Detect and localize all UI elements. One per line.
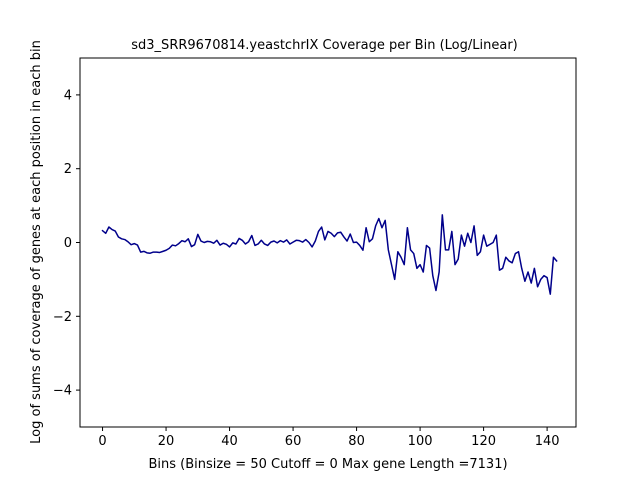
x-tick-label: 100: [408, 434, 433, 449]
y-tick-label: 0: [64, 236, 72, 251]
x-tick-label: 80: [348, 434, 365, 449]
y-axis-title: Log of sums of coverage of genes at each…: [29, 40, 44, 444]
x-tick-label: 0: [98, 434, 106, 449]
x-tick-label: 120: [471, 434, 496, 449]
chart-title: sd3_SRR9670814.yeastchrIX Coverage per B…: [131, 38, 517, 53]
x-tick-label: 140: [535, 434, 560, 449]
y-tick-label: 4: [64, 88, 72, 103]
x-tick-label: 20: [158, 434, 175, 449]
y-tick-label: 2: [64, 162, 72, 177]
x-tick-label: 40: [221, 434, 238, 449]
y-tick-label: −2: [53, 310, 72, 325]
y-tick-label: −4: [53, 384, 72, 399]
x-axis-title: Bins (Binsize = 50 Cutoff = 0 Max gene L…: [148, 457, 507, 472]
series-line: [101, 214, 558, 295]
plot-area: 0 20 40 60 80 100 120 140 −4 −2 0 2 4: [53, 57, 577, 449]
x-tick-label: 60: [285, 434, 302, 449]
